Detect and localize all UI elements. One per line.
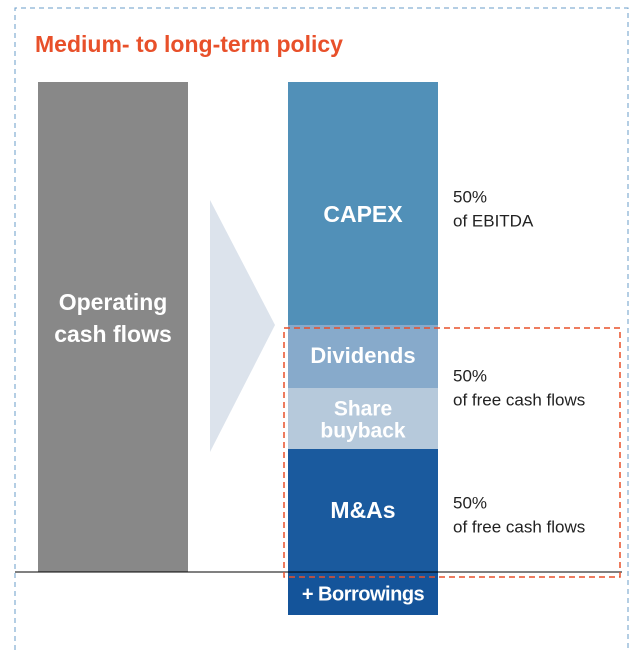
fcf-bracket [283,327,621,578]
source-label: cash flows [54,321,172,347]
block-label: M&As [330,497,395,523]
mna-block [288,449,438,572]
outer-border [14,7,629,650]
arrow [210,200,275,452]
block-label: buyback [320,420,406,443]
borrowings-block [288,572,438,615]
note: of free cash flows [453,517,585,536]
note: 50% [453,493,487,512]
note: 50% [453,187,487,206]
block-label: Dividends [310,343,415,368]
note: 50% [453,366,487,385]
buyback-block [288,388,438,449]
title: Medium- to long-term policy [35,31,343,57]
source-label: Operating [59,289,168,315]
source-block [38,82,188,572]
note: of free cash flows [453,390,585,409]
block-label: Share [334,398,392,421]
capex-block [288,82,438,325]
block-label: + Borrowings [302,583,425,605]
note: of EBITDA [453,211,534,230]
dividends-block [288,325,438,388]
block-label: CAPEX [323,201,403,227]
